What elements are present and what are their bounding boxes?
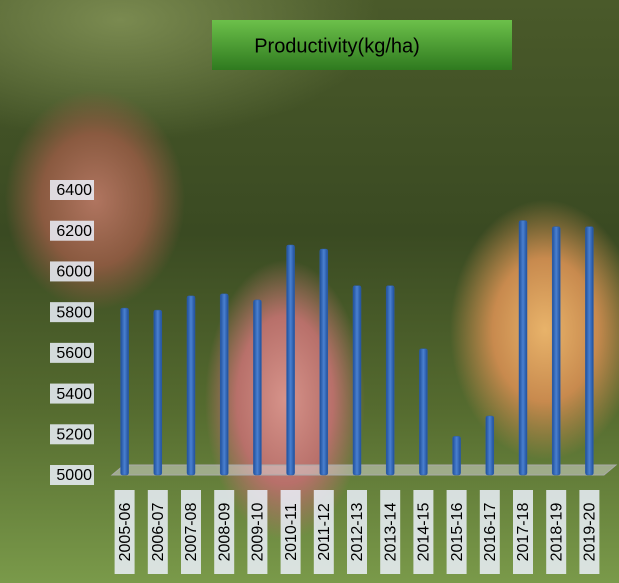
- bar: [153, 309, 163, 476]
- bar: [551, 226, 561, 476]
- x-tick-box: [347, 490, 367, 574]
- x-tick-label: 2012-13: [349, 503, 366, 562]
- y-tick-label: 5000: [56, 467, 92, 484]
- x-tick-box: [546, 490, 567, 574]
- x-tick-box: [214, 490, 235, 574]
- title-box: [212, 20, 512, 70]
- bar: [352, 285, 362, 476]
- x-tick-box: [313, 490, 334, 574]
- x-tick-box: [181, 490, 201, 574]
- x-tick-box: [579, 490, 600, 574]
- x-tick-label: 2007-08: [183, 503, 200, 562]
- bar: [186, 295, 196, 476]
- bar: [385, 285, 395, 476]
- y-tick-box: [50, 302, 94, 323]
- y-tick-label: 6200: [56, 223, 92, 240]
- x-tick-box: [513, 490, 533, 574]
- y-tick-box: [50, 465, 94, 485]
- x-tick-label: 2016-17: [482, 503, 499, 562]
- bar: [585, 226, 594, 476]
- x-tick-label: 2019-20: [582, 503, 599, 562]
- y-tick-label: 5600: [56, 345, 92, 362]
- x-tick-label: 2006-07: [150, 503, 167, 562]
- y-tick-box: [50, 220, 94, 241]
- x-tick-label: 2005-06: [117, 503, 134, 562]
- x-tick-label: 2018-19: [548, 503, 565, 562]
- bar: [219, 293, 229, 476]
- x-tick-box: [280, 490, 301, 574]
- x-tick-label: 2017-18: [515, 503, 532, 562]
- y-tick-box: [50, 383, 94, 404]
- x-tick-box: [413, 490, 434, 574]
- x-tick-label: 2008-09: [216, 503, 233, 562]
- bar: [286, 244, 295, 476]
- x-tick-box: [247, 490, 268, 574]
- x-tick-box: [479, 490, 500, 574]
- chart-title: Productivity(kg/ha): [254, 35, 420, 57]
- y-tick-label: 5800: [56, 304, 92, 321]
- bar: [485, 415, 495, 476]
- y-tick-box: [50, 424, 94, 445]
- y-tick-label: 5400: [56, 386, 92, 403]
- x-tick-box: [380, 490, 401, 574]
- bar: [419, 348, 428, 476]
- y-tick-box: [50, 180, 94, 200]
- bar: [452, 436, 461, 476]
- x-tick-box: [446, 490, 467, 574]
- x-tick-label: 2010-11: [283, 503, 300, 561]
- x-tick-label: 2013-14: [382, 503, 399, 562]
- y-tick-box: [50, 261, 94, 282]
- x-tick-box: [114, 490, 135, 574]
- y-tick-label: 5200: [56, 427, 92, 444]
- x-tick-label: 2011-12: [316, 503, 333, 561]
- y-tick-label: 6000: [56, 264, 92, 281]
- x-tick-label: 2015-16: [449, 503, 466, 562]
- y-tick-label: 6400: [56, 182, 92, 199]
- bar: [319, 248, 329, 476]
- bar: [518, 220, 528, 476]
- bar: [120, 307, 129, 476]
- x-tick-label: 2014-15: [416, 503, 433, 562]
- y-tick-box: [50, 342, 94, 363]
- x-tick-box: [147, 490, 168, 574]
- bar: [253, 299, 262, 476]
- x-tick-label: 2009-10: [250, 503, 267, 562]
